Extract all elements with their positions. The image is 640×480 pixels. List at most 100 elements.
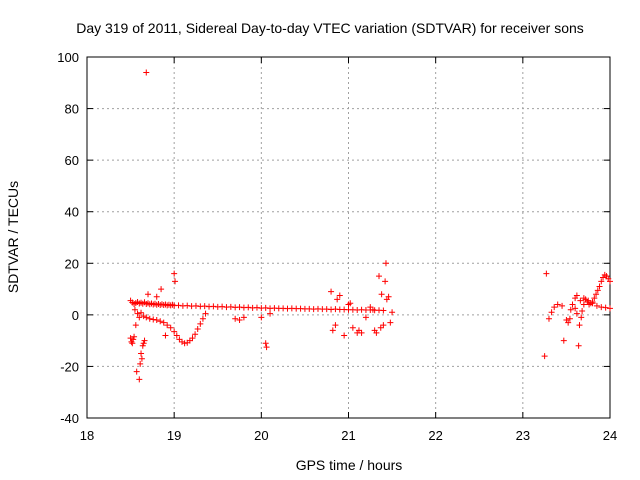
data-point (245, 304, 252, 311)
x-tick-label: 18 (80, 428, 94, 443)
y-axis-title: SDTVAR / TECUs (5, 181, 21, 293)
data-point (143, 314, 150, 321)
y-tick-label: 40 (65, 205, 79, 220)
data-point (189, 335, 196, 342)
data-point (134, 310, 141, 317)
data-point (127, 335, 134, 342)
data-point (551, 304, 558, 311)
data-point (192, 331, 199, 338)
data-point (267, 310, 274, 317)
data-point (181, 340, 188, 347)
data-point (367, 304, 374, 311)
data-point (575, 342, 582, 349)
data-point (362, 314, 369, 321)
data-point (153, 317, 160, 324)
data-point (167, 324, 174, 331)
data-point (593, 291, 600, 298)
data-point (548, 309, 555, 316)
data-point (589, 300, 596, 307)
data-point (591, 295, 598, 302)
data-point (347, 300, 354, 307)
data-point (145, 291, 152, 298)
data-point (186, 337, 193, 344)
data-point (131, 333, 138, 340)
data-point (176, 336, 183, 343)
y-tick-label: 0 (72, 308, 79, 323)
data-point (594, 287, 601, 294)
data-point (197, 320, 204, 327)
data-point (258, 314, 265, 321)
y-tick-label: 20 (65, 256, 79, 271)
data-point (253, 304, 260, 311)
y-tick-label: -20 (60, 359, 79, 374)
data-point (389, 309, 396, 316)
data-point (341, 332, 348, 339)
data-point (162, 332, 169, 339)
data-point (567, 306, 574, 313)
data-point (236, 317, 243, 324)
data-point (329, 327, 336, 334)
data-point (332, 322, 339, 329)
data-point (136, 376, 143, 383)
data-point (598, 278, 605, 285)
data-point (598, 304, 605, 311)
data-point (201, 303, 208, 310)
data-point (236, 304, 243, 311)
y-tick-label: 80 (65, 102, 79, 117)
data-point (202, 310, 209, 317)
x-tick-label: 20 (254, 428, 268, 443)
data-point (138, 355, 145, 362)
data-point (560, 337, 567, 344)
data-point (373, 329, 380, 336)
data-point (593, 302, 600, 309)
data-point (171, 328, 178, 335)
data-point (172, 278, 179, 285)
data-point (153, 293, 160, 300)
data-point (160, 319, 167, 326)
data-point (262, 304, 269, 311)
data-point (175, 302, 182, 309)
data-point (380, 307, 387, 314)
data-point (380, 322, 387, 329)
data-point (585, 297, 592, 304)
data-point (387, 319, 394, 326)
data-point (573, 292, 580, 299)
data-point (579, 307, 586, 314)
data-point (143, 69, 150, 76)
data-point (607, 305, 613, 312)
data-point (566, 315, 573, 322)
data-point (158, 286, 165, 293)
data-point (132, 322, 139, 329)
data-point (336, 292, 343, 299)
data-point (232, 315, 239, 322)
data-point (543, 270, 550, 277)
data-point (334, 296, 341, 303)
data-point (577, 297, 584, 304)
data-point (184, 302, 191, 309)
data-point (572, 305, 579, 312)
data-point (129, 340, 136, 347)
data-point (140, 313, 147, 320)
data-point (138, 309, 145, 316)
data-point (580, 295, 587, 302)
data-point (150, 316, 157, 323)
data-point (210, 303, 217, 310)
axis-ticks: 18 19 20 21 22 23 24 -40 -20 0 20 40 60 80 100 (57, 50, 617, 443)
data-point (192, 302, 199, 309)
data-point (130, 336, 137, 343)
y-tick-label: -40 (60, 411, 79, 426)
data-point (240, 314, 247, 321)
data-point (219, 303, 226, 310)
data-point (349, 324, 356, 331)
data-point (133, 368, 140, 375)
data-point (573, 310, 580, 317)
data-point (565, 319, 572, 326)
chart-title: Day 319 of 2011, Sidereal Day-to-day VTE… (76, 20, 584, 36)
data-point (199, 315, 206, 322)
x-tick-label: 21 (341, 428, 355, 443)
data-point (139, 342, 146, 349)
data-point (328, 288, 335, 295)
data-point (173, 332, 180, 339)
data-point (194, 326, 201, 333)
x-axis-title: GPS time / hours (296, 457, 403, 473)
